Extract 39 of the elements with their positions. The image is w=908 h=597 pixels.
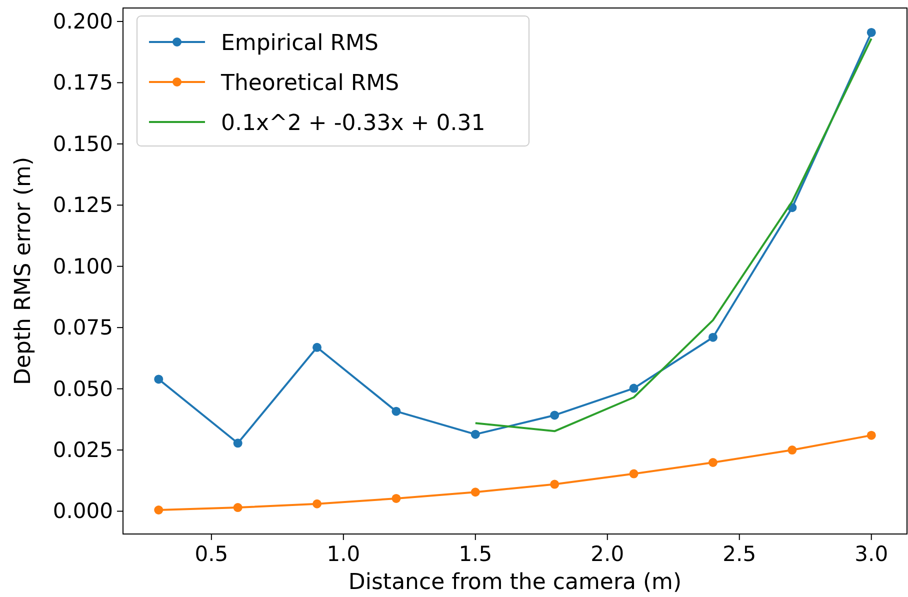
x-tick-label: 2.0 <box>590 542 624 566</box>
point <box>708 332 718 342</box>
y-tick-label: 0.200 <box>52 9 113 34</box>
x-tick-label: 1.0 <box>326 542 360 566</box>
point <box>312 499 322 508</box>
point <box>629 469 638 478</box>
y-tick-label: 0.100 <box>52 254 113 278</box>
point <box>550 480 560 489</box>
y-tick-label: 0.025 <box>52 438 113 462</box>
point <box>233 438 242 448</box>
x-tick-label: 1.5 <box>458 542 492 566</box>
point <box>392 494 401 503</box>
y-tick-label: 0.125 <box>52 193 113 218</box>
point <box>233 503 242 512</box>
x-tick-label: 3.0 <box>854 542 888 566</box>
point <box>392 406 401 416</box>
point <box>470 488 480 497</box>
point <box>154 374 164 384</box>
y-tick-label: 0.000 <box>52 499 113 524</box>
point <box>154 506 164 514</box>
x-tick-label: 2.5 <box>722 542 756 566</box>
point <box>866 28 876 37</box>
point <box>629 384 638 393</box>
y-tick-label: 0.150 <box>52 132 113 156</box>
point <box>788 446 797 455</box>
point <box>708 458 718 467</box>
y-tick-label: 0.175 <box>52 70 113 95</box>
x-axis-title: Distance from the camera (m) <box>348 570 682 595</box>
x-tick-label: 0.5 <box>194 542 228 566</box>
legend-label: Empirical RMS <box>221 31 378 56</box>
point <box>312 342 322 352</box>
point <box>866 430 876 440</box>
legend-label: 0.1x^2 + -0.33x + 0.31 <box>221 111 486 136</box>
y-tick-label: 0.075 <box>52 316 113 340</box>
point <box>550 410 560 420</box>
point <box>470 430 480 439</box>
y-tick-label: 0.050 <box>52 376 113 401</box>
legend-label: Theoretical RMS <box>220 71 400 96</box>
y-axis-title: Depth RMS error (m) <box>11 156 36 386</box>
